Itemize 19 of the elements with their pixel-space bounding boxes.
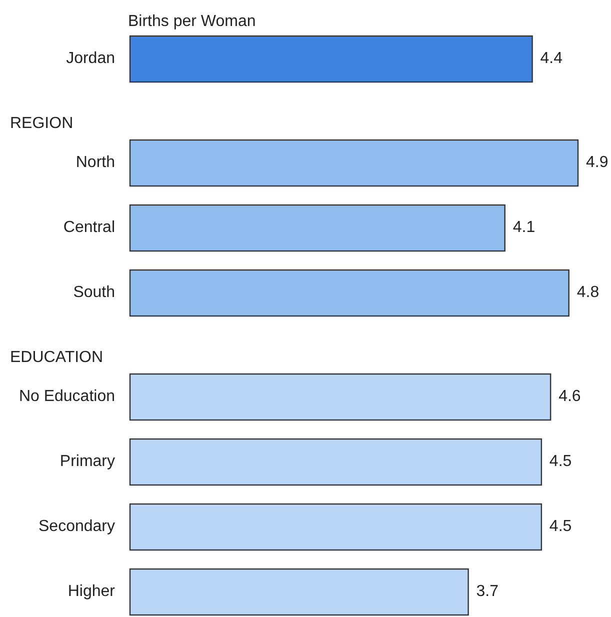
data-label: 4.6 [558,388,581,406]
data-label: 4.1 [512,219,536,236]
y-tick-label: Jordan [66,50,115,68]
text: REGION [10,115,74,132]
data-label: 4.5 [549,518,572,536]
y-tick-label: North [76,154,115,172]
text: EDUCATION [10,349,104,366]
chart-title: Births per Woman [128,13,256,30]
y-tick-label: Central [63,219,115,236]
y-tick-label: Secondary [38,518,115,536]
data-label: 4.5 [549,453,572,470]
y-tick-label: Higher [68,583,116,600]
y-tick-label: Primary [60,453,115,470]
y-tick-label: South [73,284,115,302]
data-label: 4.9 [586,154,608,172]
data-label: 4.8 [576,284,600,302]
data-label: 3.7 [476,583,499,600]
data-label: 4.4 [540,50,563,68]
y-tick-label: No Education [18,388,115,406]
